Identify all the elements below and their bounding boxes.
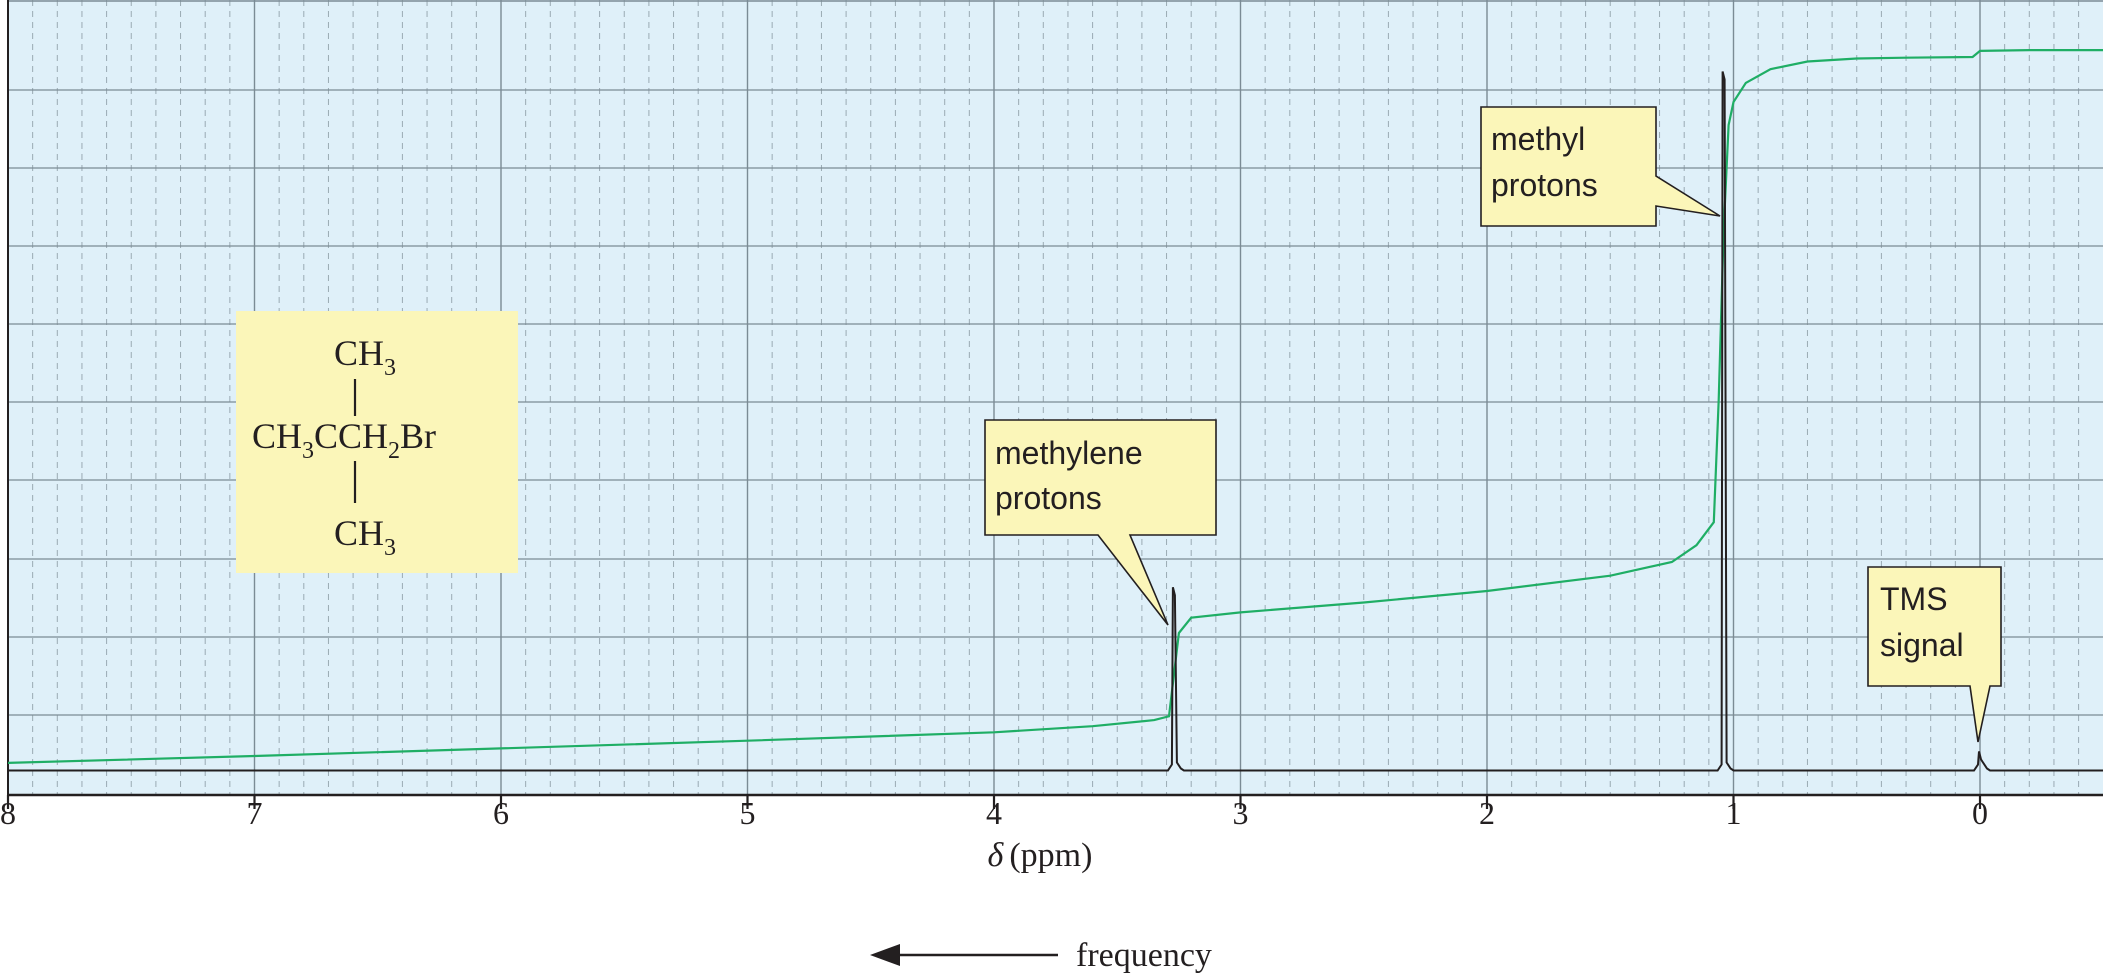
formula-bottom: CH3 bbox=[334, 513, 396, 561]
x-tick-label: 1 bbox=[1726, 795, 1742, 831]
x-tick-label: 5 bbox=[740, 795, 756, 831]
x-axis-ticks bbox=[6, 795, 1982, 809]
callout-methyl: methyl protons bbox=[1480, 106, 1721, 227]
x-tick-label: 0 bbox=[1972, 795, 1988, 831]
callout-methylene-bubble bbox=[984, 419, 1217, 626]
x-tick-label: 7 bbox=[247, 795, 263, 831]
callout-tms: TMS signal bbox=[1867, 566, 2002, 743]
x-tick-label: 4 bbox=[986, 795, 1002, 831]
spectrum-line bbox=[8, 71, 2103, 772]
callout-tms-line2: signal bbox=[1880, 627, 1964, 663]
callout-methyl-line1: methyl bbox=[1491, 121, 1585, 157]
frequency-direction: frequency bbox=[870, 937, 1212, 974]
callout-methylene-line1: methylene bbox=[995, 435, 1143, 471]
structure-box: CH3 CH3CCH2Br CH3 bbox=[236, 311, 518, 573]
x-tick-label: 2 bbox=[1479, 795, 1495, 831]
frequency-label: frequency bbox=[1076, 937, 1212, 974]
structure-background bbox=[236, 311, 518, 573]
x-tick-label: 8 bbox=[0, 795, 16, 831]
frequency-arrowhead-icon bbox=[870, 944, 900, 966]
callout-tms-bubble bbox=[1867, 566, 2002, 743]
callout-methyl-line2: protons bbox=[1491, 167, 1598, 203]
callout-methylene-line2: protons bbox=[995, 480, 1102, 516]
x-tick-label: 6 bbox=[493, 795, 509, 831]
callout-methylene: methylene protons bbox=[984, 419, 1217, 626]
formula-middle: CH3CCH2Br bbox=[252, 416, 436, 464]
minor-grid bbox=[32, 0, 2080, 795]
x-tick-label: 3 bbox=[1233, 795, 1249, 831]
integration-curve bbox=[7, 49, 2103, 764]
callout-methyl-bubble bbox=[1480, 106, 1721, 227]
callout-tms-line1: TMS bbox=[1880, 581, 1948, 617]
formula-top: CH3 bbox=[334, 333, 396, 381]
x-axis-tick-labels: 8 7 6 5 4 3 2 1 0 bbox=[0, 795, 1988, 831]
x-axis-title: δ (ppm) bbox=[988, 837, 1093, 874]
